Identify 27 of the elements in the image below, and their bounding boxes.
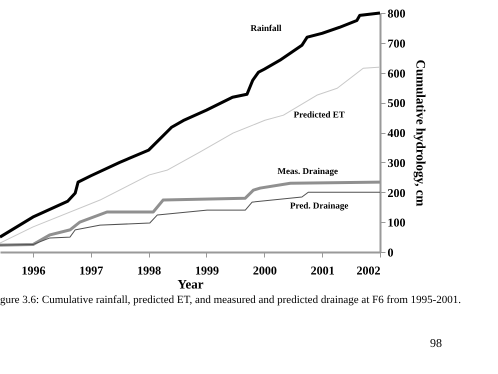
x-tick-label: 1999: [194, 264, 219, 278]
text: Rainfall: [250, 23, 282, 34]
text: 98: [430, 336, 442, 350]
x-tick-label: 1996: [21, 264, 46, 278]
x-tick-label: 2002: [356, 264, 380, 278]
x-tick-label: 1998: [137, 264, 162, 278]
line-series: [0, 12, 382, 239]
x-tick-label: 2000: [252, 264, 277, 278]
x-tick-label: 1997: [79, 264, 104, 278]
y-tick-label: 100: [388, 216, 406, 230]
y-axis-title: Cumulative hydrology, cm: [414, 60, 428, 207]
series-label: Predicted ET: [294, 109, 345, 120]
x-axis-title: Year: [178, 276, 204, 292]
series-label: Meas. Drainage: [278, 166, 338, 176]
y-tick-label: 300: [388, 156, 406, 170]
line-series: [0, 66, 380, 244]
series-label: Pred. Drainage: [290, 200, 348, 210]
text: gure 3.6: Cumulative rainfall, predicted ET, and measured and predicted drainage at F6 from 1995-2001.: [0, 294, 462, 306]
y-tick-label: 800: [388, 6, 406, 20]
y-tick-label: 0: [388, 246, 394, 260]
x-tick-label: 2001: [310, 264, 335, 278]
y-tick-label: 200: [388, 186, 406, 200]
y-tick-label: 400: [388, 126, 406, 140]
y-tick-label: 600: [388, 66, 406, 80]
y-tick-label: 500: [388, 96, 406, 110]
y-tick-label: 700: [388, 36, 406, 50]
line-series: [0, 192, 380, 246]
